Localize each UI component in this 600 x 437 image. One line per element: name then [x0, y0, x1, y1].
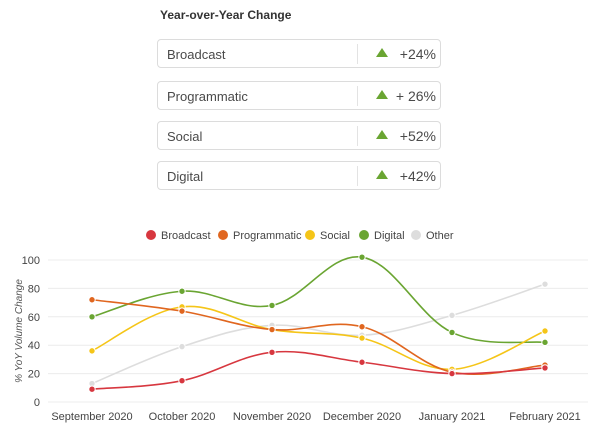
- data-point-broadcast: [178, 377, 186, 385]
- yoy-card-label: Broadcast: [167, 47, 226, 62]
- legend-label: Broadcast: [161, 230, 211, 242]
- divider: [357, 86, 358, 106]
- x-tick-label: October 2020: [149, 411, 216, 423]
- series-line-other: [91, 283, 546, 385]
- series-line-social: [91, 305, 546, 371]
- up-triangle-icon: [376, 170, 388, 179]
- line-chart: Broadcast Programmatic Social Digital Other …: [14, 230, 588, 423]
- yoy-card-broadcast: Broadcast +24%: [157, 39, 441, 68]
- x-tick-label: November 2020: [233, 411, 311, 423]
- legend-item: Digital: [359, 230, 405, 242]
- yoy-card-digital: Digital +42%: [157, 161, 441, 190]
- legend-swatch: [411, 230, 421, 240]
- chart-legend: Broadcast Programmatic Social Digital Other: [146, 230, 454, 242]
- legend-label: Other: [426, 230, 454, 242]
- yoy-card-label: Programmatic: [167, 89, 248, 104]
- series-line-broadcast: [91, 350, 546, 391]
- legend-swatch: [305, 230, 315, 240]
- divider: [357, 44, 358, 64]
- legend-item: Other: [411, 230, 454, 242]
- yoy-card-value: +52%: [399, 128, 436, 144]
- up-triangle-icon: [376, 130, 388, 139]
- data-point-programmatic: [88, 296, 96, 304]
- series-digital: [88, 253, 549, 347]
- data-point-broadcast: [88, 385, 96, 393]
- legend-swatch: [218, 230, 228, 240]
- y-axis-ticks: 0 20 40 60 80 100: [22, 255, 40, 409]
- yoy-title: Year-over-Year Change: [160, 8, 292, 22]
- y-tick-label: 80: [28, 283, 40, 295]
- x-tick-label: January 2021: [419, 411, 486, 423]
- data-point-other: [541, 280, 549, 288]
- data-point-other: [178, 342, 186, 351]
- legend-item: Programmatic: [218, 230, 302, 242]
- data-point-social: [88, 347, 96, 355]
- legend-label: Programmatic: [233, 230, 302, 242]
- data-point-digital: [268, 301, 276, 310]
- yoy-card-value: +24%: [399, 46, 436, 62]
- data-point-broadcast: [358, 358, 366, 366]
- data-point-broadcast: [448, 369, 456, 378]
- y-tick-label: 20: [28, 369, 40, 381]
- legend-label: Digital: [374, 230, 405, 242]
- data-point-digital: [88, 313, 96, 321]
- divider: [357, 126, 358, 146]
- up-triangle-icon: [376, 48, 388, 57]
- legend-swatch: [359, 230, 369, 240]
- data-point-broadcast: [541, 364, 549, 372]
- legend-label: Social: [320, 230, 350, 242]
- chart-grid: [48, 259, 588, 403]
- data-point-programmatic: [178, 307, 186, 315]
- yoy-card-label: Digital: [167, 169, 204, 184]
- legend-item: Broadcast: [146, 230, 211, 242]
- data-point-other: [448, 311, 456, 320]
- y-tick-label: 0: [34, 397, 40, 409]
- yoy-card-label: Social: [167, 129, 203, 144]
- series-social: [88, 303, 549, 374]
- data-point-programmatic: [268, 325, 276, 334]
- data-point-social: [358, 334, 366, 342]
- yoy-card-social: Social +52%: [157, 121, 441, 150]
- yoy-card-value: + 26%: [395, 88, 436, 104]
- data-point-broadcast: [268, 348, 276, 357]
- x-tick-label: September 2020: [51, 411, 132, 423]
- legend-swatch: [146, 230, 156, 240]
- series-broadcast: [88, 348, 549, 393]
- y-tick-label: 60: [28, 312, 40, 324]
- legend-item: Social: [305, 230, 350, 242]
- data-point-digital: [448, 328, 456, 337]
- chart-series: [88, 253, 549, 393]
- data-point-social: [541, 327, 549, 335]
- data-point-programmatic: [358, 323, 366, 331]
- yoy-card-programmatic: Programmatic + 26%: [157, 81, 441, 110]
- data-point-digital: [358, 253, 366, 261]
- up-triangle-icon: [376, 90, 388, 99]
- y-tick-label: 100: [22, 255, 40, 267]
- data-point-digital: [541, 338, 549, 347]
- data-point-digital: [178, 287, 186, 295]
- x-tick-label: December 2020: [323, 411, 401, 423]
- y-tick-label: 40: [28, 340, 40, 352]
- y-axis-label: % YoY Volume Change: [14, 279, 25, 383]
- series-line-programmatic: [91, 298, 546, 376]
- yoy-card-value: +42%: [399, 168, 436, 184]
- x-axis-ticks: September 2020 October 2020 November 2020 D…: [51, 411, 580, 423]
- divider: [357, 166, 358, 186]
- series-line-digital: [91, 256, 546, 344]
- x-tick-label: February 2021: [509, 411, 581, 423]
